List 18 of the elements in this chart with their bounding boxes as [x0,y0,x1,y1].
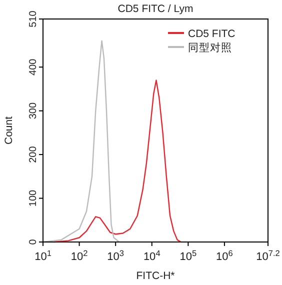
y-tick-label: 300 [28,102,39,120]
y-tick-label: 400 [28,58,39,76]
x-tick-label: 10$^{2}$ [70,248,88,263]
x-tick-label: 10$^{6}$ [216,248,234,263]
chart-title: CD5 FITC / Lym [118,3,194,15]
x-tick-label: 10$^{4}$ [143,248,161,263]
x-axis-title: FITC-H* [136,270,175,282]
legend-label: 同型对照 [188,41,232,54]
x-tick-label: 10$^{5}$ [180,248,197,263]
y-tick-label: 510 [28,10,39,28]
y-tick-label: 0 [28,238,39,245]
y-tick-label: 100 [28,189,39,207]
y-tick-label: 200 [28,146,39,163]
x-tick-label: 10$^{7.2}$ [256,248,280,263]
x-tick-label: 10$^{3}$ [107,248,124,263]
x-tick-label: 10$^{1}$ [34,248,52,263]
legend-label: CD5 FITC [188,28,236,40]
y-axis-title: Count [3,116,15,145]
